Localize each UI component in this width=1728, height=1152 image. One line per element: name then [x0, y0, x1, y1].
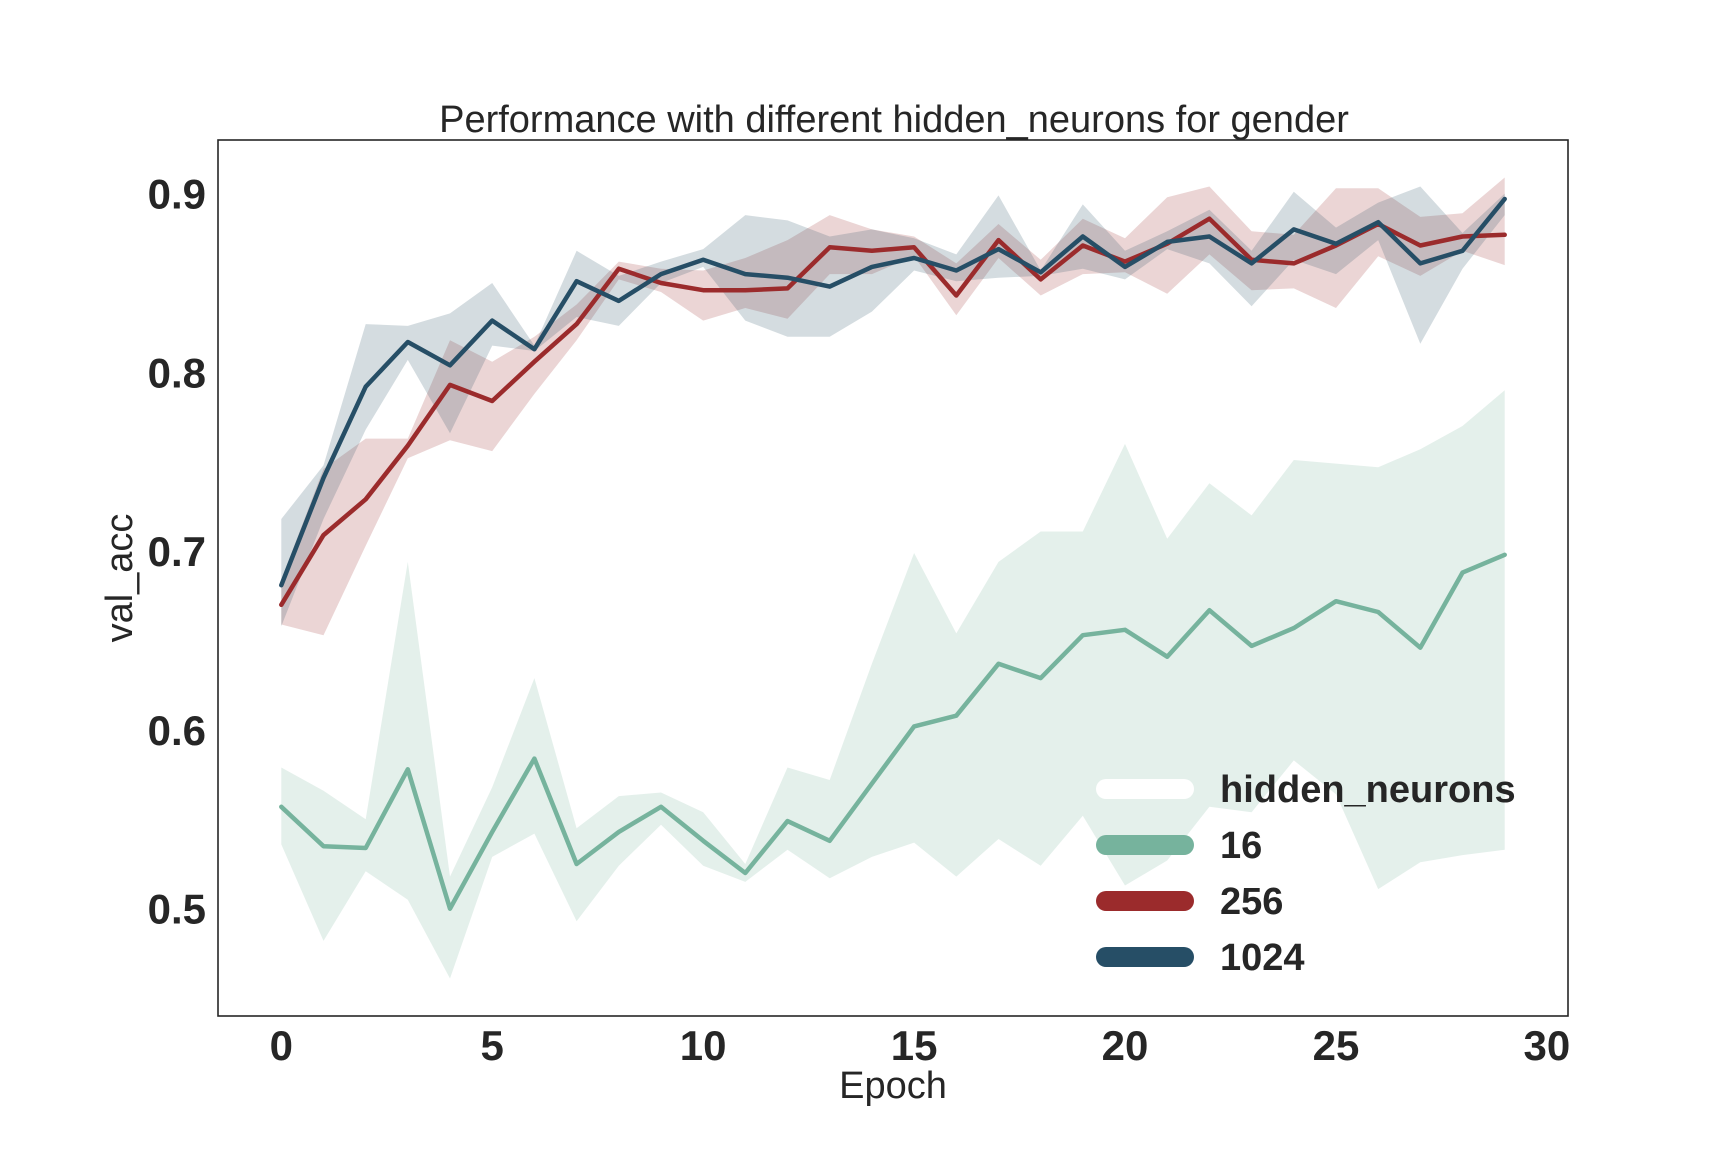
series-band-1024: [281, 186, 1505, 627]
x-tick-label: 30: [1524, 1022, 1571, 1069]
y-tick-label: 0.5: [148, 886, 206, 933]
legend-label-16: 16: [1220, 825, 1262, 867]
series-line-1024: [279, 196, 1507, 588]
series-lines: [279, 196, 1507, 911]
y-tick-label: 0.8: [148, 349, 206, 396]
series-band-16: [281, 390, 1505, 979]
x-tick-label: 10: [680, 1022, 727, 1069]
x-tick-label: 15: [891, 1022, 938, 1069]
legend-title: hidden_neurons: [1220, 769, 1516, 811]
series-line-256: [279, 216, 1507, 608]
confidence-bands: [281, 177, 1505, 979]
y-tick-label: 0.6: [148, 707, 206, 754]
y-tick-label: 0.7: [148, 528, 206, 575]
chart-title: Performance with different hidden_neuron…: [439, 99, 1349, 141]
x-tick-label: 5: [481, 1022, 504, 1069]
y-axis-ticks: 0.5 0.6 0.7 0.8 0.9: [148, 171, 206, 933]
y-tick-label: 0.9: [148, 171, 206, 218]
legend-label-256: 256: [1220, 881, 1283, 923]
series-line-16: [279, 552, 1507, 911]
x-axis-ticks: 0 5 10 15 20 25 30: [270, 1022, 1571, 1069]
plot-frame: [217, 139, 1569, 1017]
x-axis-label: Epoch: [839, 1065, 947, 1107]
legend: hidden_neurons 16 256 1024: [1096, 769, 1516, 979]
x-tick-label: 0: [270, 1022, 293, 1069]
x-tick-label: 20: [1102, 1022, 1149, 1069]
y-axis-label: val_acc: [99, 514, 141, 643]
legend-label-1024: 1024: [1220, 937, 1305, 979]
x-tick-label: 25: [1313, 1022, 1360, 1069]
